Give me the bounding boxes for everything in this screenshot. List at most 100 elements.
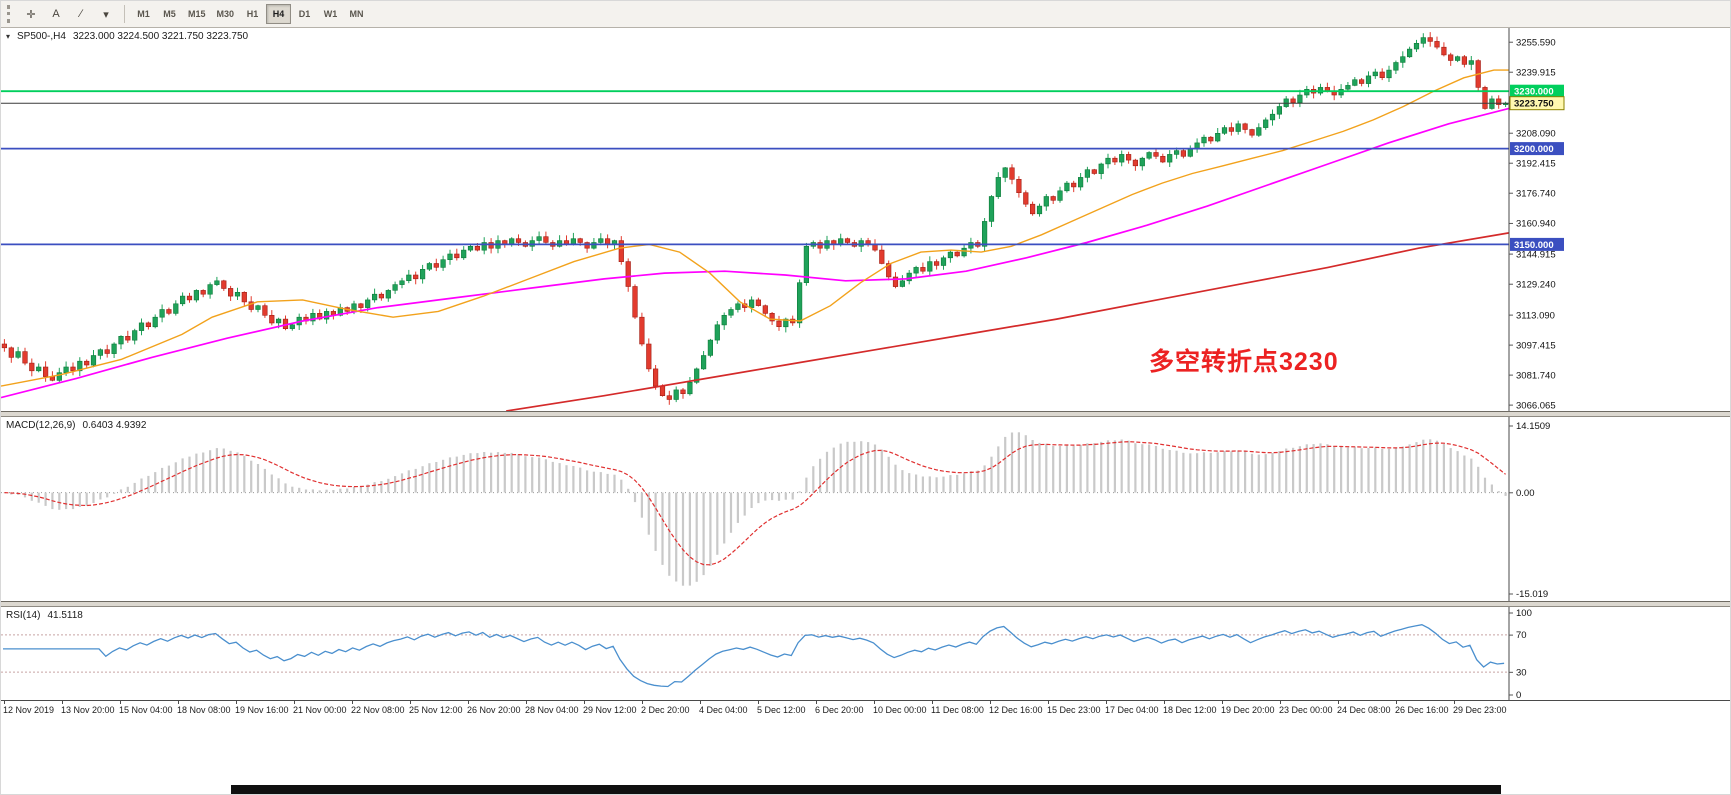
time-axis-label: 12 Nov 2019 bbox=[3, 705, 55, 715]
rsi-label: RSI(14) 41.5118 bbox=[6, 610, 83, 621]
bottom-strip bbox=[1, 785, 1730, 794]
chart-annotation-text: 多空转折点3230 bbox=[1149, 348, 1339, 376]
hline-price-tag-text: 3150.000 bbox=[1514, 240, 1554, 251]
time-axis-label: 2 Dec 20:00 bbox=[641, 705, 690, 715]
timeframe-group: M1 M5 M15 M30 H1 H4 D1 W1 MN bbox=[131, 4, 369, 24]
price-axis-label: 3192.415 bbox=[1516, 158, 1556, 169]
text-annotation-tool-icon[interactable]: A bbox=[52, 8, 60, 20]
time-axis-label: 4 Dec 04:00 bbox=[699, 705, 748, 715]
chart-symbol-label: ▾ SP500-,H4 3223.000 3224.500 3221.750 3… bbox=[6, 31, 248, 42]
trendline-tool-icon[interactable]: ∕ bbox=[80, 8, 82, 20]
price-axis-label: 3129.240 bbox=[1516, 279, 1556, 290]
drawing-tools-dropdown-icon[interactable]: ▾ bbox=[103, 8, 109, 21]
hline-price-tag-text: 3230.000 bbox=[1514, 87, 1554, 98]
price-axis-label: 3239.915 bbox=[1516, 67, 1556, 78]
time-axis-label: 29 Dec 23:00 bbox=[1453, 705, 1507, 715]
toolbar-grip[interactable] bbox=[7, 5, 13, 23]
timeframe-button-M15[interactable]: M15 bbox=[188, 9, 206, 19]
time-axis-label: 26 Dec 16:00 bbox=[1395, 705, 1449, 715]
time-axis-label: 23 Dec 00:00 bbox=[1279, 705, 1333, 715]
timeframe-button-M5[interactable]: M5 bbox=[163, 9, 176, 19]
one-click-trading-icon[interactable]: ▾ bbox=[6, 32, 11, 41]
time-axis-tick bbox=[1280, 701, 1281, 704]
price-axis-label: 3144.915 bbox=[1516, 249, 1556, 260]
time-axis-label: 22 Nov 08:00 bbox=[351, 705, 405, 715]
macd-canvas[interactable]: 14.1509 0.00 -15.019 bbox=[1, 417, 1731, 601]
rsi-canvas[interactable]: 100 70 30 0 bbox=[1, 607, 1731, 700]
time-axis-tick bbox=[352, 701, 353, 704]
price-axis-label: 3255.590 bbox=[1516, 37, 1556, 48]
time-axis-label: 28 Nov 04:00 bbox=[525, 705, 579, 715]
timeframe-button-MN[interactable]: MN bbox=[349, 9, 364, 19]
toolbar-separator bbox=[124, 5, 125, 23]
macd-panel[interactable]: 14.1509 0.00 -15.019 MACD(12,26,9) 0.6403 … bbox=[1, 417, 1730, 601]
time-axis-tick bbox=[816, 701, 817, 704]
macd-label: MACD(12,26,9) 0.6403 4.9392 bbox=[6, 420, 146, 431]
ma-mid-magenta-line bbox=[1, 107, 1510, 399]
panel-splitter[interactable] bbox=[1, 411, 1730, 417]
ohlc-quote-text: 3223.000 3224.500 3221.750 3223.750 bbox=[72, 31, 249, 42]
time-axis-tick bbox=[178, 701, 179, 704]
timeframe-button-M1[interactable]: M1 bbox=[137, 9, 150, 19]
price-axis-label: 3066.065 bbox=[1516, 400, 1556, 411]
time-axis-tick bbox=[1048, 701, 1049, 704]
price-axis-label: 3113.090 bbox=[1516, 310, 1555, 321]
price-axis-label: 3097.415 bbox=[1516, 340, 1556, 351]
price-chart-canvas[interactable]: 3230.000 3200.000 3150.000 3223.750 3255.590… bbox=[1, 28, 1731, 411]
timeframe-button-M30[interactable]: M30 bbox=[216, 9, 235, 19]
time-axis-label: 29 Nov 12:00 bbox=[583, 705, 637, 715]
macd-axis-label: 14.1509 bbox=[1516, 421, 1550, 432]
hline-price-tag-text: 3200.000 bbox=[1514, 144, 1554, 155]
timeframe-button-H4[interactable]: H4 bbox=[266, 4, 292, 24]
hline-price-tag bbox=[1510, 84, 1564, 98]
current-price-tag-text: 3223.750 bbox=[1514, 99, 1554, 110]
crosshair-tool-icon[interactable]: ✛ bbox=[26, 8, 36, 21]
time-axis-tick bbox=[1222, 701, 1223, 704]
chart-window: 3230.000 3200.000 3150.000 3223.750 3255.590… bbox=[1, 28, 1730, 717]
candles bbox=[1, 32, 1509, 405]
timeframe-button-D1[interactable]: D1 bbox=[298, 9, 311, 19]
time-axis-tick bbox=[990, 701, 991, 704]
time-axis-label: 17 Dec 04:00 bbox=[1105, 705, 1159, 715]
time-axis-label: 15 Dec 23:00 bbox=[1047, 705, 1101, 715]
panel-splitter[interactable] bbox=[1, 601, 1730, 607]
time-axis-label: 18 Dec 12:00 bbox=[1163, 705, 1217, 715]
macd-axis-label: 0.00 bbox=[1516, 488, 1535, 499]
time-axis-label: 26 Nov 20:00 bbox=[467, 705, 521, 715]
timeframe-button-W1[interactable]: W1 bbox=[323, 9, 338, 19]
time-axis-label: 18 Nov 08:00 bbox=[177, 705, 231, 715]
symbol-timeframe-text: SP500-,H4 bbox=[17, 31, 66, 42]
hline-price-tag bbox=[1510, 142, 1564, 156]
price-axis-label: 3208.090 bbox=[1516, 128, 1556, 139]
time-axis-tick bbox=[700, 701, 701, 704]
time-axis[interactable]: 12 Nov 2019 13 Nov 20:00 15 Nov 04:00 18 No… bbox=[1, 700, 1730, 717]
hline-price-tag bbox=[1510, 237, 1564, 251]
ma-fast-orange-line bbox=[1, 69, 1509, 387]
rsi-axis-label: 0 bbox=[1516, 690, 1521, 700]
toolbar: ✛ A ∕ ▾ M1 M5 M15 M30 H1 H4 D1 W1 MN bbox=[1, 1, 1730, 28]
price-chart-panel[interactable]: 3230.000 3200.000 3150.000 3223.750 3255.590… bbox=[1, 28, 1730, 411]
rsi-axis-label: 70 bbox=[1516, 630, 1527, 641]
time-axis-tick bbox=[1454, 701, 1455, 704]
price-axis-label: 3081.740 bbox=[1516, 370, 1556, 381]
macd-signal-line bbox=[4, 441, 1506, 566]
time-axis-label: 24 Dec 08:00 bbox=[1337, 705, 1391, 715]
time-axis-tick bbox=[236, 701, 237, 704]
taskbar-strip[interactable] bbox=[231, 785, 1501, 794]
rsi-axis-label: 100 bbox=[1516, 608, 1532, 619]
time-axis-label: 6 Dec 20:00 bbox=[815, 705, 864, 715]
time-axis-tick bbox=[410, 701, 411, 704]
time-axis-label: 19 Dec 20:00 bbox=[1221, 705, 1275, 715]
macd-name-text: MACD(12,26,9) bbox=[6, 420, 76, 431]
time-axis-tick bbox=[4, 701, 5, 704]
time-axis-tick bbox=[932, 701, 933, 704]
macd-axis-label: -15.019 bbox=[1516, 589, 1548, 600]
timeframe-button-H1[interactable]: H1 bbox=[246, 9, 259, 19]
time-axis-tick bbox=[1164, 701, 1165, 704]
time-axis-label: 10 Dec 00:00 bbox=[873, 705, 927, 715]
rsi-panel[interactable]: 100 70 30 0 RSI(14) 41.5118 bbox=[1, 607, 1730, 700]
time-axis-tick bbox=[1338, 701, 1339, 704]
rsi-line bbox=[3, 624, 1505, 688]
macd-histogram bbox=[3, 432, 1507, 586]
time-axis-tick bbox=[62, 701, 63, 704]
